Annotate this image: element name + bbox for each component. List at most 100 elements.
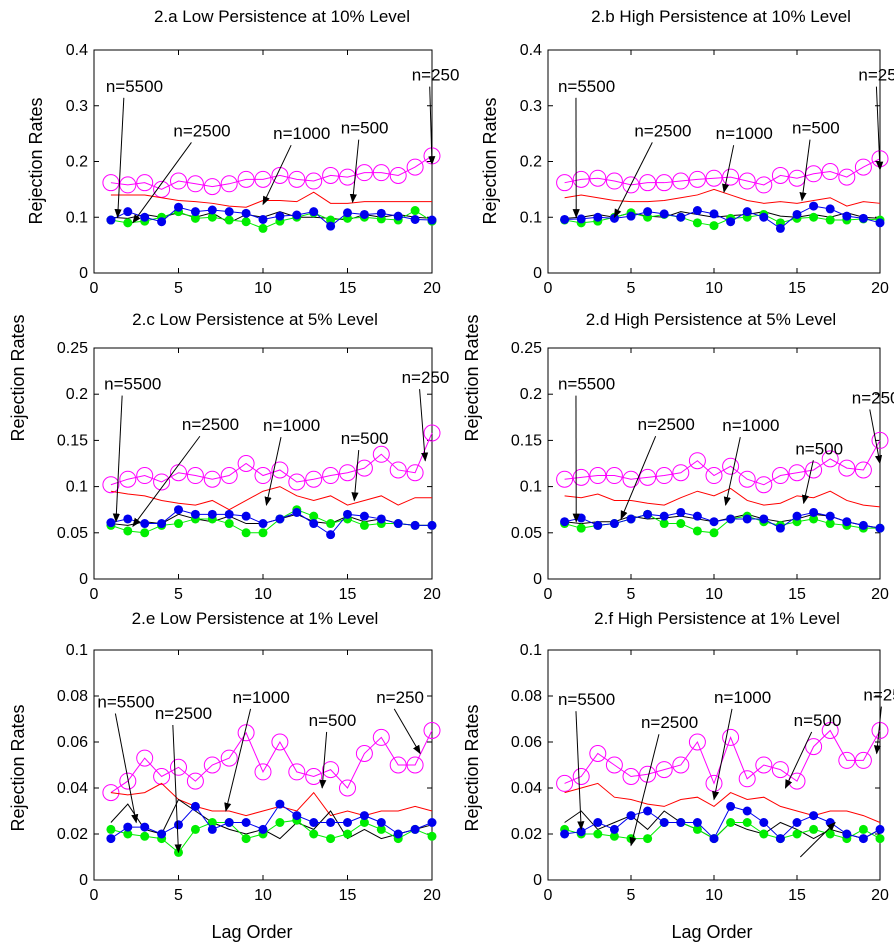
annotation-label: n=2500 — [173, 121, 230, 140]
x-tick-label: 15 — [788, 586, 806, 603]
y-tick-label: 0.08 — [57, 688, 88, 705]
x-tick-label: 5 — [627, 586, 636, 603]
data-point-n-5500 — [626, 211, 636, 221]
data-point-n-250 — [622, 470, 640, 488]
x-tick-label: 15 — [788, 280, 806, 297]
data-point-n-250 — [406, 464, 424, 482]
data-point-n-250 — [705, 169, 723, 187]
y-tick-label: 0.2 — [66, 386, 88, 403]
data-point-n-2500 — [626, 834, 636, 844]
y-tick-label: 0 — [79, 265, 88, 282]
y-tick-label: 0.05 — [57, 525, 88, 542]
y-tick-label: 0.15 — [511, 432, 542, 449]
series-line-n-250 — [564, 729, 881, 785]
data-point-n-5500 — [775, 834, 785, 844]
data-point-n-5500 — [775, 523, 785, 533]
data-point-n-250 — [102, 476, 120, 494]
data-point-n-2500 — [709, 528, 719, 538]
data-point-n-250 — [755, 756, 773, 774]
data-point-n-2500 — [858, 824, 868, 834]
y-tick-label: 0.4 — [66, 42, 88, 59]
data-point-n-5500 — [792, 511, 802, 521]
x-tick-label: 0 — [544, 280, 553, 297]
data-point-n-5500 — [359, 511, 369, 521]
x-tick-label: 5 — [627, 887, 636, 904]
data-point-n-250 — [203, 470, 221, 488]
panel-2e: 2.e Low Persistence at 1% Level Rejectio… — [8, 609, 441, 942]
annotation-arrow — [869, 409, 883, 465]
data-point-n-5500 — [626, 811, 636, 821]
annotation-label: n=250 — [858, 66, 894, 85]
y-axis-label: Rejection Rates — [26, 97, 46, 224]
annotation-arrow — [224, 708, 252, 812]
y-tick-label: 0.15 — [57, 432, 88, 449]
data-point-n-250 — [372, 728, 390, 746]
panel-2d: 2.d High Persistence at 5% Level Rejecti… — [462, 310, 894, 603]
data-point-n-5500 — [759, 514, 769, 524]
data-point-n-250 — [854, 751, 872, 769]
data-point-n-5500 — [258, 214, 268, 224]
data-point-n-250 — [153, 473, 171, 491]
data-point-n-5500 — [410, 824, 420, 834]
data-point-n-5500 — [292, 210, 302, 220]
data-point-n-2500 — [593, 829, 603, 839]
data-point-n-5500 — [726, 217, 736, 227]
x-tick-label: 20 — [871, 280, 889, 297]
data-point-n-2500 — [326, 519, 336, 529]
data-point-n-250 — [738, 470, 756, 488]
annotation-arrow — [875, 86, 884, 171]
data-point-n-2500 — [140, 831, 150, 841]
data-point-n-2500 — [792, 829, 802, 839]
data-point-n-2500 — [174, 519, 183, 529]
data-point-n-250 — [153, 768, 171, 785]
y-tick-label: 0.3 — [520, 98, 542, 115]
y-tick-label: 0.4 — [520, 42, 542, 59]
data-point-n-250 — [589, 745, 607, 762]
data-point-n-250 — [672, 172, 690, 190]
data-point-n-5500 — [106, 215, 116, 225]
data-point-n-250 — [136, 749, 154, 767]
data-point-n-5500 — [593, 818, 603, 827]
data-point-n-250 — [556, 774, 574, 792]
plot-frame — [93, 649, 433, 881]
x-tick-label: 20 — [423, 887, 441, 904]
data-point-n-2500 — [576, 523, 586, 533]
data-point-n-250 — [254, 763, 272, 781]
data-point-n-5500 — [275, 514, 285, 524]
panel-title: 2.a Low Persistence at 10% Level — [154, 7, 410, 26]
annotation-arrow — [172, 724, 182, 854]
x-tick-label: 15 — [339, 887, 357, 904]
data-point-n-250 — [372, 164, 390, 182]
annotation-label: n=1000 — [233, 688, 290, 707]
data-point-n-5500 — [576, 513, 586, 523]
data-point-n-5500 — [659, 209, 669, 219]
data-point-n-5500 — [858, 520, 868, 530]
data-point-n-250 — [423, 424, 441, 442]
data-point-n-250 — [305, 470, 323, 488]
data-point-n-5500 — [742, 207, 752, 217]
data-point-n-2500 — [742, 818, 752, 827]
y-tick-label: 0.2 — [520, 386, 542, 403]
annotation-label: n=5500 — [104, 375, 161, 394]
data-point-n-5500 — [157, 217, 167, 227]
data-point-n-5500 — [825, 204, 835, 214]
panel-2c: 2.c Low Persistence at 5% Level Rejectio… — [8, 310, 449, 603]
data-point-n-250 — [722, 728, 740, 746]
data-point-n-2500 — [376, 824, 386, 834]
data-point-n-2500 — [140, 528, 150, 538]
annotation-label: n=5500 — [558, 690, 615, 709]
y-tick-label: 0 — [533, 265, 542, 282]
x-tick-label: 0 — [544, 887, 553, 904]
data-point-n-5500 — [359, 209, 369, 219]
data-point-n-250 — [838, 168, 856, 186]
annotation-label: n=2500 — [634, 121, 691, 140]
data-point-n-5500 — [825, 818, 835, 827]
x-tick-label: 15 — [339, 280, 357, 297]
panel-2a: 2.a Low Persistence at 10% Level Rejecti… — [26, 7, 459, 297]
data-point-n-250 — [271, 166, 289, 184]
y-axis-label: Rejection Rates — [462, 314, 482, 441]
data-point-n-5500 — [676, 818, 686, 827]
data-point-n-5500 — [393, 211, 403, 221]
data-point-n-250 — [771, 166, 789, 184]
